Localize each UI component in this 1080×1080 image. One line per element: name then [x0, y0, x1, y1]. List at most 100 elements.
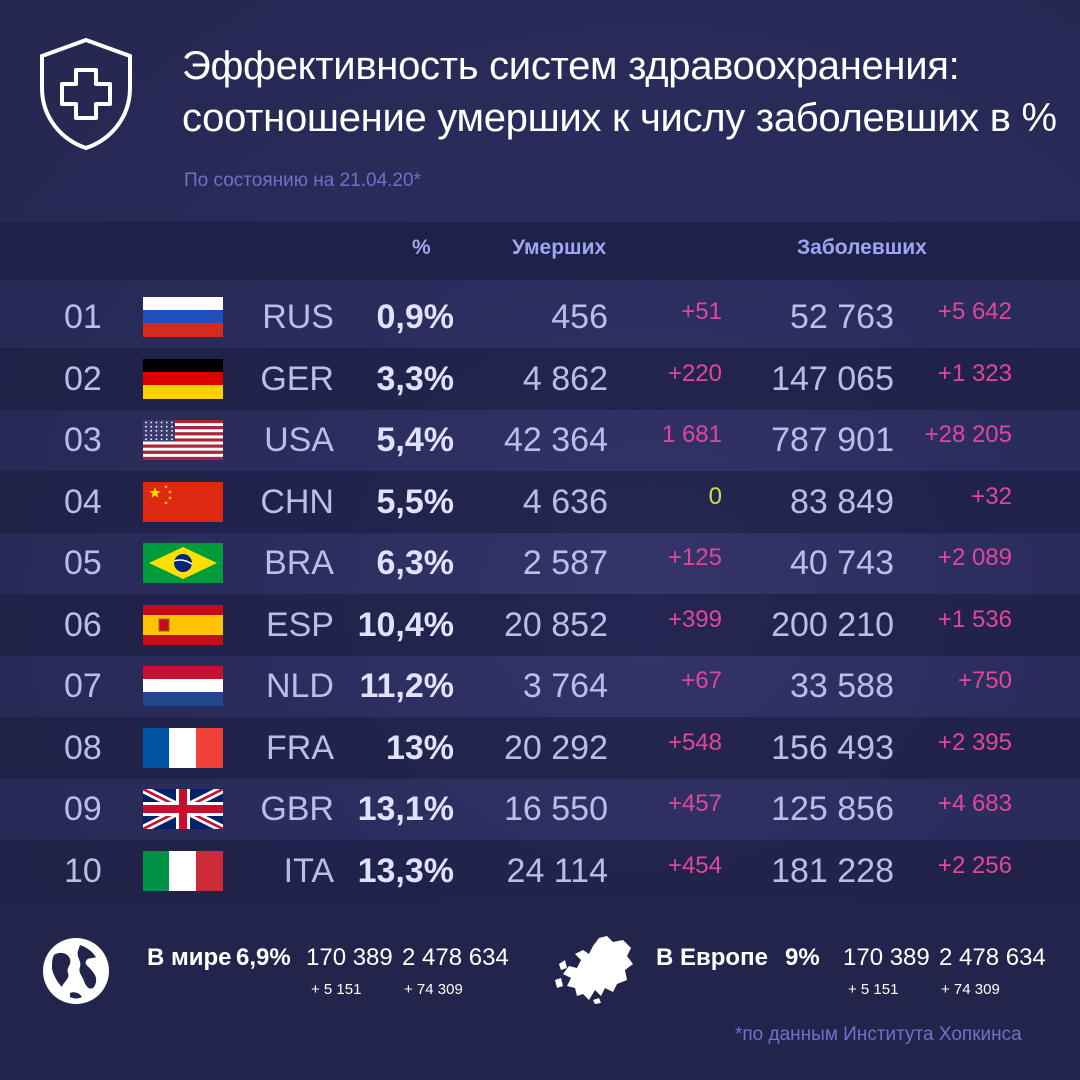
row-death-rate: 13,1% — [357, 790, 454, 828]
table-row: 02 GER 3,3% 4 862 +220 147 065 +1 323 — [0, 347, 1080, 410]
table-header — [0, 222, 1080, 280]
europe-cases: 2 478 634 — [939, 944, 1046, 971]
row-rank: 06 — [64, 605, 102, 644]
flag-netherlands-icon — [143, 666, 223, 706]
row-rank: 08 — [64, 728, 102, 767]
row-death-rate: 13,3% — [357, 851, 454, 890]
flag-usa-icon — [143, 420, 223, 460]
row-death-rate: 6,3% — [376, 544, 455, 582]
table-row: 01 RUS 0,9% 456 +51 52 763 +5 642 — [0, 286, 1080, 348]
title-line-2: соотношение умерших к числу заболевших в… — [182, 96, 1057, 140]
row-cases: 33 588 — [790, 667, 894, 705]
row-rank: 05 — [64, 544, 102, 582]
europe-label: В Европе — [656, 944, 768, 971]
flag-france-icon — [143, 727, 223, 768]
row-cases-delta: +750 — [957, 667, 1012, 694]
row-deaths: 16 550 — [504, 790, 608, 828]
europe-deaths: 170 389 — [843, 944, 930, 971]
row-cases-delta: +28 205 — [924, 421, 1012, 448]
row-rank: 03 — [64, 421, 102, 459]
flag-china-icon — [143, 481, 223, 522]
title-line-1: Эффективность систем здравоохранения: — [182, 44, 960, 88]
row-cases-delta: +2 089 — [937, 544, 1012, 571]
table-row: 06 ESP 10,4% 20 852 +399 200 210 +1 536 — [0, 593, 1080, 656]
flag-germany-icon — [143, 358, 223, 399]
row-country-code: GBR — [260, 790, 334, 828]
row-deaths: 2 587 — [522, 544, 608, 582]
row-country-code: CHN — [260, 482, 334, 521]
row-rank: 09 — [64, 790, 102, 828]
row-cases-delta: +2 256 — [937, 851, 1012, 879]
row-rank: 07 — [64, 667, 102, 705]
row-country-code: BRA — [264, 544, 334, 582]
row-cases-delta: +1 323 — [937, 359, 1012, 387]
world-pct: 6,9% — [236, 944, 291, 971]
row-cases: 147 065 — [771, 359, 894, 398]
table-row: 04 CHN 5,5% 4 636 0 83 849 +32 — [0, 470, 1080, 533]
europe-map-icon — [555, 936, 633, 1004]
row-rank: 02 — [64, 359, 102, 398]
row-death-rate: 5,4% — [376, 421, 455, 459]
shield-medical-icon — [40, 37, 132, 151]
globe-icon — [43, 938, 109, 1004]
row-deaths-delta: +454 — [667, 851, 722, 879]
row-cases-delta: +4 683 — [937, 790, 1012, 817]
row-deaths-delta: +220 — [667, 359, 722, 387]
row-country-code: ITA — [283, 851, 334, 890]
row-deaths: 42 364 — [504, 421, 608, 459]
row-cases-delta: +1 536 — [937, 605, 1012, 633]
row-rank: 01 — [64, 298, 102, 336]
row-deaths: 20 292 — [504, 728, 608, 767]
row-rank: 04 — [64, 482, 102, 521]
row-cases: 83 849 — [790, 482, 894, 521]
flag-italy-icon — [143, 850, 223, 891]
table-row: 10 ITA 13,3% 24 114 +454 181 228 +2 256 — [0, 839, 1080, 902]
flag-brazil-icon — [143, 543, 223, 583]
row-rank: 10 — [64, 851, 102, 890]
header-deaths: Умерших — [512, 236, 607, 259]
header-pct: % — [412, 236, 431, 259]
row-deaths: 24 114 — [506, 851, 608, 890]
header-cases: Заболевших — [797, 236, 927, 259]
row-cases: 125 856 — [771, 790, 894, 828]
row-deaths-delta: +67 — [681, 667, 722, 694]
page-title: Эффективность систем здравоохранения: со… — [182, 40, 1062, 144]
row-country-code: GER — [260, 359, 334, 398]
world-label: В мире — [147, 944, 232, 971]
row-country-code: FRA — [266, 728, 334, 767]
row-cases-delta: +5 642 — [937, 298, 1012, 325]
row-deaths: 4 862 — [522, 359, 608, 398]
row-cases: 200 210 — [771, 605, 894, 644]
row-deaths-delta: +125 — [667, 544, 722, 571]
row-deaths-delta: +51 — [681, 298, 722, 325]
row-death-rate: 11,2% — [359, 667, 454, 705]
row-cases: 40 743 — [790, 544, 894, 582]
europe-pct: 9% — [785, 944, 820, 971]
row-country-code: USA — [264, 421, 334, 459]
row-cases: 787 901 — [771, 421, 894, 459]
table-row: 08 FRA 13% 20 292 +548 156 493 +2 395 — [0, 716, 1080, 779]
flag-spain-icon — [143, 604, 223, 645]
row-death-rate: 10,4% — [357, 605, 454, 644]
row-cases-delta: +32 — [971, 482, 1012, 510]
row-deaths-delta: 0 — [708, 482, 722, 510]
row-deaths: 4 636 — [522, 482, 608, 521]
row-deaths-delta: +457 — [667, 790, 722, 817]
row-country-code: RUS — [262, 298, 334, 336]
table-row: 03 USA 5,4% 42 364 1 681 787 901 +28 205 — [0, 409, 1080, 471]
row-country-code: ESP — [265, 605, 334, 644]
row-deaths: 456 — [551, 298, 608, 336]
table-row: 07 NLD 11,2% 3 764 +67 33 588 +750 — [0, 655, 1080, 717]
row-deaths: 3 764 — [522, 667, 608, 705]
row-death-rate: 3,3% — [376, 359, 455, 398]
row-deaths-delta: +399 — [667, 605, 722, 633]
world-cases: 2 478 634 — [402, 944, 509, 971]
table-row: 05 BRA 6,3% 2 587 +125 40 743 +2 089 — [0, 532, 1080, 594]
row-cases: 52 763 — [790, 298, 894, 336]
source-note: *по данным Института Хопкинса — [735, 1024, 1022, 1045]
row-death-rate: 0,9% — [376, 298, 455, 336]
europe-cases-delta: + 74 309 — [941, 981, 1000, 998]
date-subtitle: По состоянию на 21.04.20* — [184, 170, 421, 191]
summary-footer — [0, 898, 1080, 1080]
row-country-code: NLD — [265, 667, 334, 705]
